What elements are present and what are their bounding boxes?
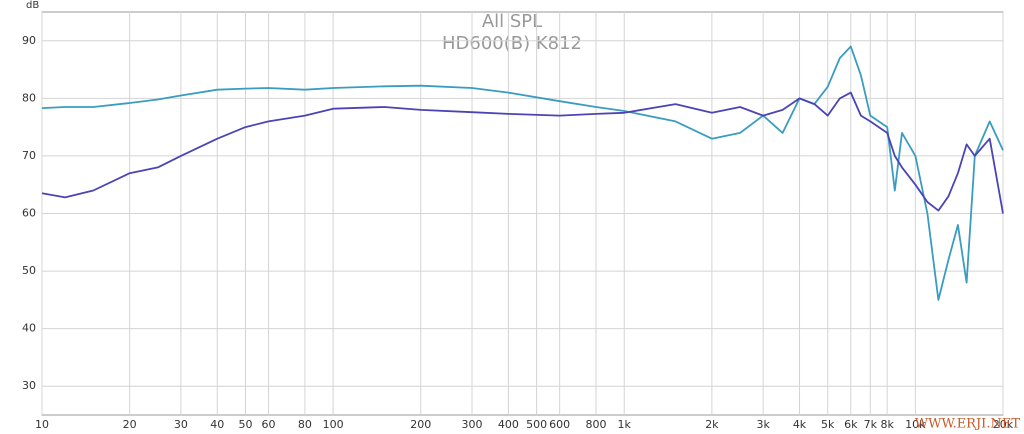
y-tick-label: 80 bbox=[22, 91, 36, 104]
x-tick-label: 3k bbox=[756, 418, 770, 431]
x-tick-label: 800 bbox=[586, 418, 607, 431]
x-tick-label: 6k bbox=[844, 418, 858, 431]
y-tick-label: 50 bbox=[22, 264, 36, 277]
x-tick-label: 40 bbox=[210, 418, 224, 431]
chart-title: All SPL bbox=[482, 11, 542, 32]
y-tick-label: 60 bbox=[22, 207, 36, 220]
x-tick-label: 100 bbox=[323, 418, 344, 431]
x-tick-label: 80 bbox=[298, 418, 312, 431]
x-tick-label: 20k bbox=[993, 418, 1014, 431]
x-tick-label: 500 bbox=[526, 418, 547, 431]
x-tick-label: 4k bbox=[793, 418, 807, 431]
x-tick-label: 5k bbox=[821, 418, 835, 431]
y-tick-label: 70 bbox=[22, 149, 36, 162]
x-tick-label: 400 bbox=[498, 418, 519, 431]
watermark: WWW.ERJI.NET bbox=[915, 417, 1021, 432]
x-tick-label: 2k bbox=[705, 418, 719, 431]
x-tick-label: 7k bbox=[864, 418, 878, 431]
x-tick-label: 50 bbox=[238, 418, 252, 431]
chart-subtitle: HD600(B) K812 bbox=[442, 33, 582, 54]
x-tick-label: 60 bbox=[262, 418, 276, 431]
x-tick-label: 10k bbox=[905, 418, 926, 431]
x-tick-label: 30 bbox=[174, 418, 188, 431]
series-line bbox=[41, 91, 1004, 214]
x-tick-label: 300 bbox=[462, 418, 483, 431]
series-line bbox=[41, 45, 1004, 301]
x-tick-label: 10 bbox=[35, 418, 49, 431]
x-tick-label: 8k bbox=[880, 418, 894, 431]
x-tick-label: 200 bbox=[410, 418, 431, 431]
y-tick-label: 40 bbox=[22, 322, 36, 335]
y-tick-label: 30 bbox=[22, 379, 36, 392]
y-axis-label: dB bbox=[26, 0, 39, 11]
y-tick-label: 90 bbox=[22, 34, 36, 47]
x-tick-label: 1k bbox=[618, 418, 632, 431]
x-tick-label: 20 bbox=[123, 418, 137, 431]
x-tick-label: 600 bbox=[549, 418, 570, 431]
